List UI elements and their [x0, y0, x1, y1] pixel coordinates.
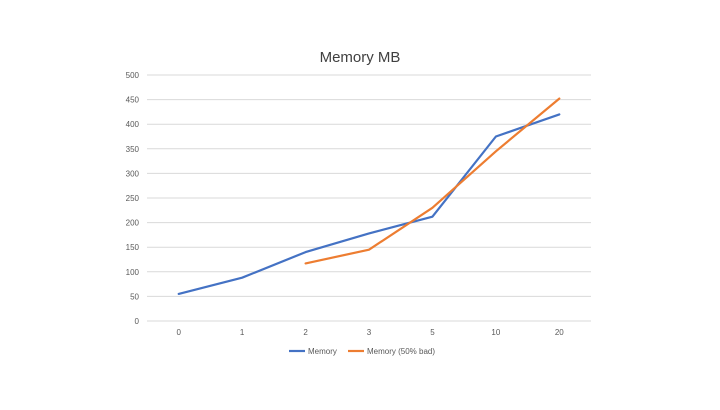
x-axis-tick-labels: 0 1 2 3 5 10 20	[176, 328, 564, 337]
legend-label-1: Memory (50% bad)	[367, 347, 435, 356]
y-tick-label: 500	[126, 71, 140, 80]
x-tick-label: 2	[303, 328, 308, 337]
y-tick-label: 150	[126, 243, 140, 252]
chart-title: Memory MB	[320, 49, 401, 66]
legend-label-0: Memory	[308, 347, 337, 356]
y-tick-label: 50	[130, 292, 139, 301]
y-axis-tick-labels: 0 50 100 150 200 250 300 350 400 450 500	[126, 71, 140, 326]
x-tick-label: 20	[555, 328, 564, 337]
x-tick-label: 5	[430, 328, 435, 337]
y-tick-label: 450	[126, 96, 140, 105]
y-tick-label: 350	[126, 145, 140, 154]
x-tick-label: 3	[367, 328, 372, 337]
gridlines	[147, 74, 591, 322]
y-tick-label: 400	[126, 120, 140, 129]
y-tick-label: 250	[126, 194, 140, 203]
legend: Memory Memory (50% bad)	[289, 347, 435, 356]
y-tick-label: 0	[135, 317, 140, 326]
y-tick-label: 300	[126, 169, 140, 178]
series-line-0	[177, 113, 561, 295]
series-lines	[177, 97, 561, 295]
y-tick-label: 200	[126, 219, 140, 228]
y-tick-label: 100	[126, 268, 140, 277]
x-tick-label: 0	[176, 328, 181, 337]
series-line-1	[304, 97, 561, 265]
x-tick-label: 10	[491, 328, 500, 337]
x-tick-label: 1	[240, 328, 245, 337]
